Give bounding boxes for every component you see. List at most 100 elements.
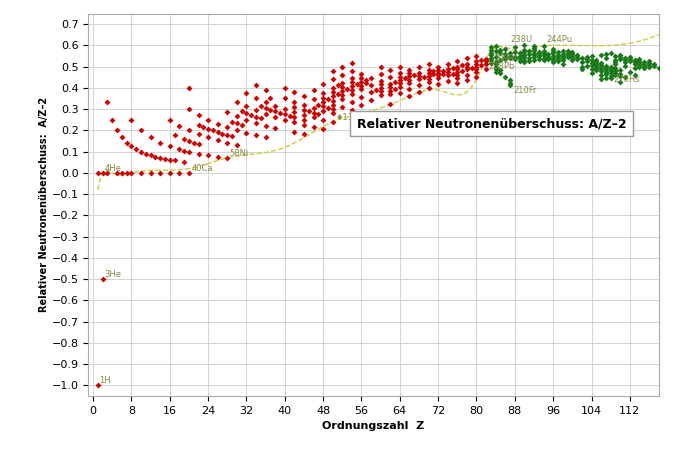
Point <box>97 275 108 283</box>
Point <box>385 80 396 87</box>
Point <box>327 97 338 104</box>
Point <box>318 94 329 101</box>
Point <box>476 56 487 63</box>
Point <box>232 127 242 134</box>
Point <box>639 62 650 69</box>
Point <box>164 156 175 163</box>
Point <box>270 108 280 115</box>
Point <box>605 75 616 82</box>
Point <box>620 73 631 81</box>
Point <box>337 79 348 86</box>
Point <box>534 50 545 58</box>
Point <box>490 60 501 68</box>
Point <box>183 137 194 144</box>
Point <box>308 104 319 112</box>
Point <box>327 118 338 126</box>
Point <box>136 169 147 176</box>
Point <box>629 64 640 71</box>
Point <box>572 54 583 61</box>
Point <box>490 43 501 50</box>
Point <box>610 72 621 79</box>
Point <box>471 58 482 65</box>
Point <box>610 52 621 59</box>
X-axis label: Ordnungszahl  Z: Ordnungszahl Z <box>323 421 424 431</box>
Point <box>92 169 103 176</box>
Point <box>591 62 602 69</box>
Point <box>318 103 329 110</box>
Point <box>433 66 443 73</box>
Point <box>404 69 415 76</box>
Point <box>433 75 443 82</box>
Point <box>289 108 300 116</box>
Point <box>102 169 113 176</box>
Point <box>409 71 420 78</box>
Point <box>327 110 338 117</box>
Point <box>653 65 664 72</box>
Point <box>495 67 506 74</box>
Point <box>610 58 621 65</box>
Point <box>337 104 348 111</box>
Point <box>260 122 271 129</box>
Point <box>447 64 458 72</box>
Point <box>605 49 616 56</box>
Point <box>375 81 386 88</box>
Point <box>600 54 611 61</box>
Point <box>504 52 515 59</box>
Point <box>485 57 496 64</box>
Point <box>595 59 606 66</box>
Point <box>279 106 290 113</box>
Point <box>581 54 592 61</box>
Point <box>514 54 525 62</box>
Point <box>442 69 453 76</box>
Point <box>202 152 213 159</box>
Point <box>528 47 539 54</box>
Point <box>610 68 621 75</box>
Point <box>538 47 549 54</box>
Point <box>255 103 266 110</box>
Point <box>471 74 482 81</box>
Point <box>519 49 530 56</box>
Point <box>270 102 280 109</box>
Point <box>414 82 424 89</box>
Point <box>504 79 515 86</box>
Point <box>346 106 357 113</box>
Y-axis label: Relativer Neutronenüberschuss:  A/Z–2: Relativer Neutronenüberschuss: A/Z–2 <box>39 97 49 312</box>
Point <box>586 65 597 72</box>
Point <box>394 73 405 80</box>
Point <box>160 155 170 162</box>
Point <box>620 62 631 69</box>
Point <box>644 58 655 65</box>
Point <box>414 72 424 80</box>
Point <box>648 62 659 69</box>
Point <box>404 92 415 99</box>
Point <box>553 58 564 65</box>
Point <box>289 88 300 95</box>
Point <box>591 60 602 67</box>
Point <box>222 139 233 146</box>
Point <box>490 63 501 70</box>
Point <box>462 63 473 70</box>
Point <box>131 146 142 153</box>
Point <box>346 87 357 94</box>
Point <box>346 83 357 90</box>
Point <box>346 59 357 66</box>
Point <box>299 121 310 128</box>
Point <box>524 55 534 62</box>
Point <box>236 122 247 129</box>
Point <box>576 65 587 72</box>
Point <box>485 54 496 61</box>
Point <box>629 58 640 66</box>
Point <box>346 99 357 106</box>
Point <box>567 52 578 59</box>
Point <box>222 154 233 161</box>
Point <box>270 113 280 121</box>
Text: 238U: 238U <box>510 35 532 44</box>
Point <box>318 116 329 123</box>
Point <box>222 108 233 116</box>
Point <box>595 65 606 72</box>
Point <box>519 42 530 49</box>
Point <box>485 51 496 59</box>
Point <box>404 76 415 83</box>
Point <box>519 51 530 59</box>
Point <box>567 50 578 58</box>
